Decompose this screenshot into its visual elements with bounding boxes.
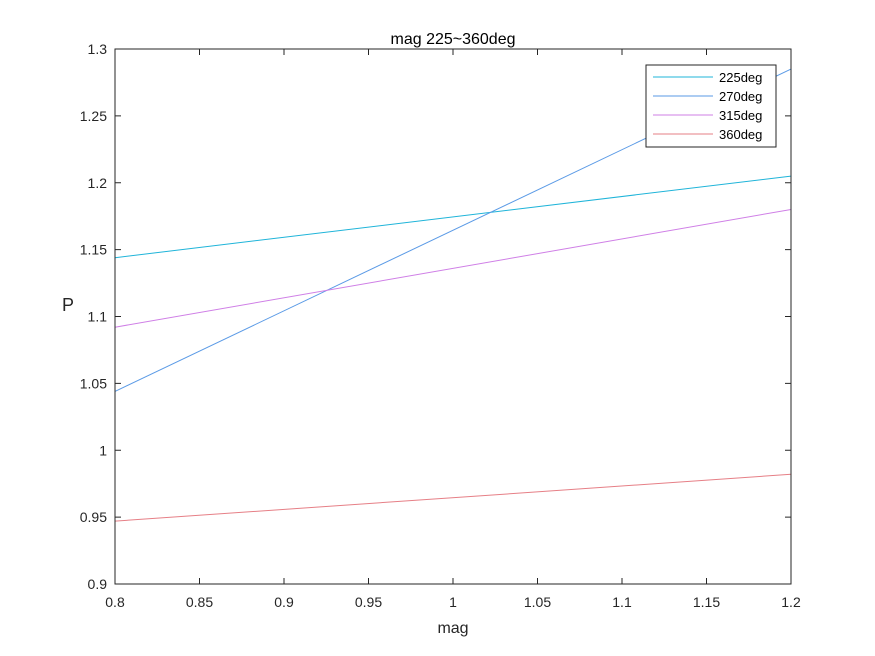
series-layer [114,68,792,522]
y-tick-label: 1.15 [80,242,107,258]
y-tick-label: 0.95 [80,509,107,525]
x-tick-label: 1.15 [693,594,720,610]
legend: 225deg 270deg 315deg 360deg [645,64,777,148]
legend-label-270deg: 270deg [719,89,762,104]
series-line-315deg [114,209,792,328]
legend-label-315deg: 315deg [719,108,762,123]
x-tick-label: 0.8 [105,594,125,610]
x-tick-label: 0.95 [355,594,382,610]
y-tick-label: 1.1 [88,309,108,325]
y-axis-title: P [62,295,74,315]
series-line-360deg [114,473,792,522]
y-axis-ticks: 0.9 0.95 1 1.05 1.1 1.15 1.2 1.25 1.3 [80,41,791,592]
legend-box [645,64,777,148]
series-line-225deg [114,175,792,259]
x-tick-label: 0.85 [186,594,213,610]
x-tick-label: 1.2 [781,594,801,610]
y-tick-label: 1.2 [88,175,108,191]
x-tick-label: 1.05 [524,594,551,610]
legend-label-360deg: 360deg [719,127,762,142]
y-tick-label: 1.25 [80,108,107,124]
legend-label-225deg: 225deg [719,70,762,85]
x-axis-ticks: 0.8 0.85 0.9 0.95 1 1.05 1.1 1.15 1.2 [105,49,801,610]
x-axis-title: mag [437,620,468,637]
chart-title: mag 225~360deg [391,31,516,48]
y-tick-label: 1.3 [88,41,108,57]
y-tick-label: 1.05 [80,375,107,391]
x-tick-label: 1.1 [612,594,632,610]
y-tick-label: 1 [99,442,107,458]
y-tick-label: 0.9 [88,576,108,592]
x-tick-label: 0.9 [274,594,294,610]
x-tick-label: 1 [449,594,457,610]
